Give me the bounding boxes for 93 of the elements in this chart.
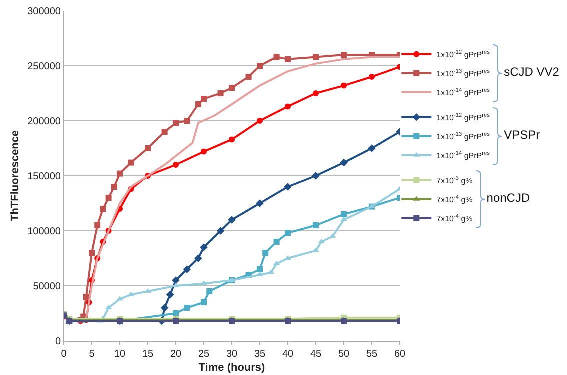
y-axis-title: ThTFluorescence: [9, 130, 22, 222]
point: [172, 276, 180, 284]
point: [106, 195, 112, 201]
point: [184, 305, 190, 311]
text: sCJD VV2: [504, 65, 560, 80]
point: [173, 120, 179, 126]
point: [218, 90, 224, 96]
point: [166, 290, 174, 299]
point: [216, 227, 225, 235]
point: [116, 296, 124, 301]
x-axis-title: Time (hours): [198, 362, 266, 374]
point: [313, 54, 319, 60]
legend-label: 1x10$^{-12}$ gPrP$^{res}$: [436, 113, 490, 123]
y-tick-label: 150000: [28, 172, 62, 182]
point: [256, 200, 264, 208]
point: [313, 222, 319, 228]
point: [229, 318, 235, 324]
point: [285, 318, 291, 324]
point: [262, 250, 269, 256]
point: [312, 172, 320, 180]
point: [117, 170, 123, 177]
x-tick-label: 20: [170, 349, 182, 360]
x-tick-label: 5: [89, 349, 96, 360]
legend-label: 7x10$^{-4}$ g%: [436, 195, 473, 205]
point: [201, 300, 207, 306]
y-tick-label: 0: [55, 336, 62, 348]
point: [200, 280, 208, 286]
legend-label: 1x10$^{-13}$ gPrP$^{res}$: [436, 132, 490, 142]
legend-label: 7x10$^{-4}$ g%: [436, 214, 473, 224]
point: [173, 162, 179, 168]
point: [195, 102, 202, 108]
point: [341, 318, 347, 324]
x-tick-label: 60: [394, 349, 406, 360]
point: [257, 266, 263, 272]
x-tick-label: 15: [142, 349, 154, 360]
point: [284, 183, 292, 191]
point: [160, 304, 169, 312]
point: [184, 118, 190, 124]
legend-label: 1x10$^{-14}$ gPrP$^{res}$: [436, 88, 490, 98]
point: [173, 310, 179, 316]
x-tick-label: 40: [282, 349, 294, 360]
x-tick-label: 45: [310, 349, 322, 360]
point: [257, 63, 263, 69]
point: [341, 212, 347, 218]
point: [312, 248, 320, 252]
point: [313, 90, 319, 96]
text: nonCJD: [486, 191, 530, 206]
x-tick-label: 50: [338, 349, 350, 360]
point: [100, 206, 106, 212]
y-tick-label: 200000: [28, 116, 62, 128]
y-tick-label: 250000: [28, 62, 62, 72]
point: [368, 144, 376, 152]
point: [274, 239, 280, 245]
point: [285, 230, 291, 236]
point: [285, 104, 291, 110]
x-tick-label: 10: [114, 349, 126, 360]
point: [201, 96, 207, 102]
point: [201, 148, 207, 155]
point: [200, 244, 208, 252]
text: VPSPr: [504, 128, 540, 142]
legend-label: 7x10$^{-3}$ g%: [436, 176, 473, 186]
legend-label: 1x10$^{-14}$ gPrP$^{res}$: [436, 151, 490, 161]
point: [229, 136, 235, 143]
point: [341, 52, 347, 58]
y-tick-label: 100000: [28, 226, 62, 238]
point: [162, 129, 168, 135]
point: [228, 216, 236, 224]
point: [274, 54, 280, 60]
x-tick-label: 55: [366, 349, 378, 360]
legend-label: 1x10$^{-12}$ gPrP$^{res}$: [436, 50, 490, 60]
point: [229, 85, 235, 91]
point: [285, 56, 291, 62]
point: [145, 146, 151, 152]
point: [246, 74, 252, 80]
point: [128, 160, 134, 166]
point: [111, 184, 118, 190]
y-tick-label: 50000: [33, 282, 62, 292]
point: [341, 82, 347, 89]
legend-label: 1x10$^{-13}$ gPrP$^{res}$: [436, 69, 490, 79]
point: [89, 250, 95, 256]
y-tick-label: 300000: [28, 6, 62, 18]
point: [83, 294, 90, 300]
x-tick-label: 25: [198, 349, 210, 360]
point: [94, 222, 101, 228]
x-tick-label: 30: [226, 349, 238, 360]
point: [257, 118, 263, 124]
x-tick-label: 35: [254, 349, 266, 360]
point: [194, 254, 202, 262]
point: [369, 74, 375, 80]
point: [183, 266, 192, 274]
point: [173, 318, 179, 324]
point: [206, 288, 213, 294]
point: [340, 158, 348, 167]
